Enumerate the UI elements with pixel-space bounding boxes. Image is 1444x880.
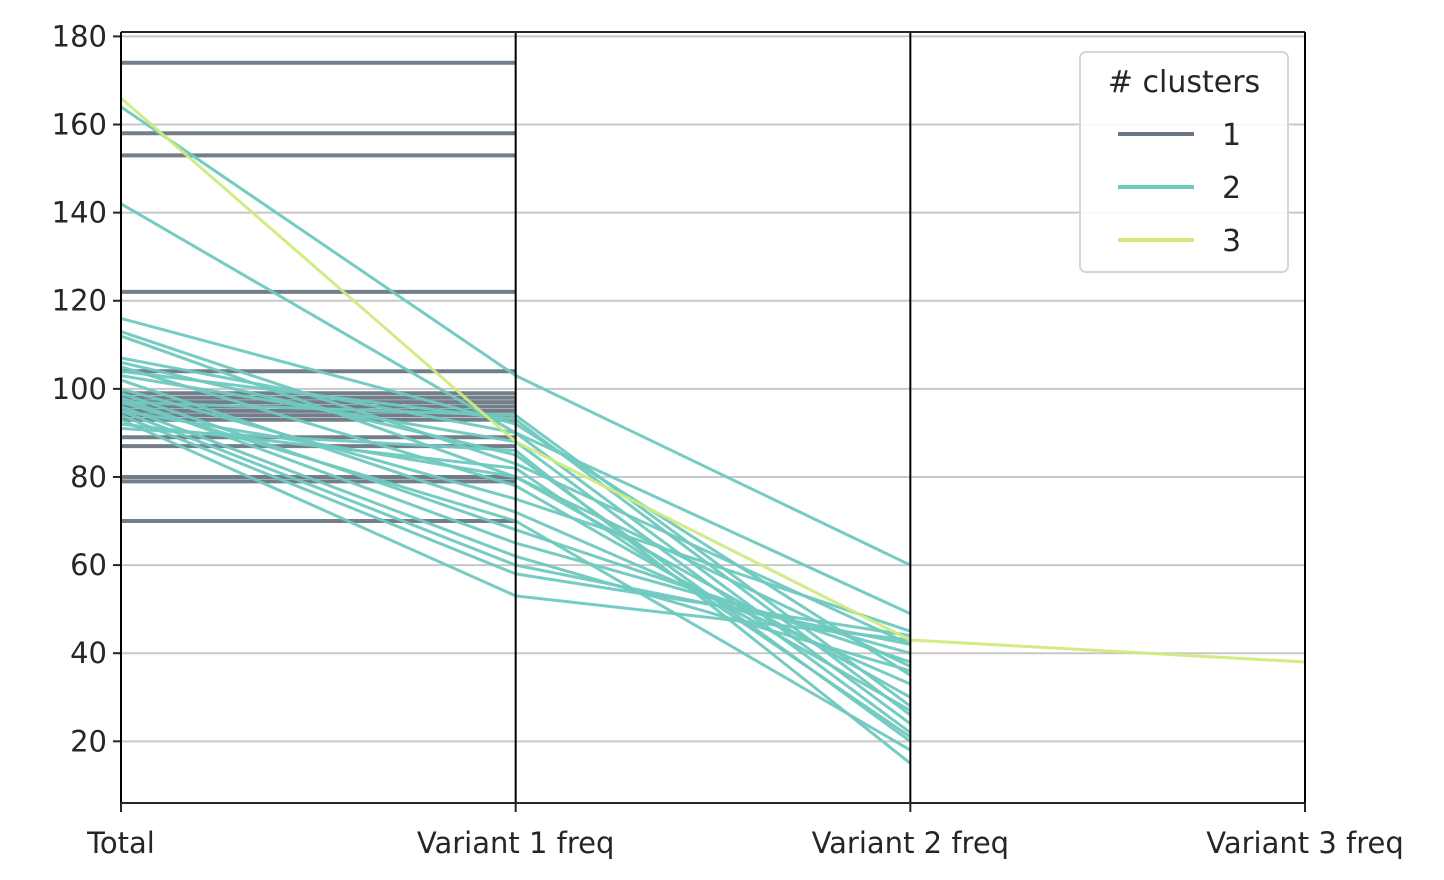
y-tick-label-120: 120 (52, 284, 107, 318)
y-tick-label-140: 140 (52, 196, 107, 230)
x-tick-label-0: Total (86, 826, 155, 860)
x-tick-label-2: Variant 2 freq (812, 826, 1010, 860)
legend-label-2: 2 (1222, 171, 1241, 206)
x-tick-label-3: Variant 3 freq (1206, 826, 1404, 860)
legend: # clusters 1 2 3 (1079, 51, 1289, 273)
legend-title: # clusters (1108, 65, 1260, 100)
cluster-3-line-0 (120, 96, 1306, 664)
y-tick-label-20: 20 (70, 724, 107, 758)
legend-label-3: 3 (1222, 224, 1241, 259)
y-tick-label-80: 80 (70, 460, 107, 494)
y-tick-label-160: 160 (52, 108, 107, 142)
axes: 20 40 60 80 100 120 140 160 180 Total Variant 1 fr… (52, 19, 1404, 860)
legend-box (1079, 51, 1289, 273)
y-tick-label-180: 180 (52, 19, 107, 53)
legend-label-1: 1 (1222, 118, 1241, 153)
y-tick-label-40: 40 (70, 636, 107, 670)
x-tick-label-1: Variant 1 freq (417, 826, 615, 860)
y-tick-label-60: 60 (70, 548, 107, 582)
y-tick-label-100: 100 (52, 372, 107, 406)
data-lines (120, 60, 1306, 765)
